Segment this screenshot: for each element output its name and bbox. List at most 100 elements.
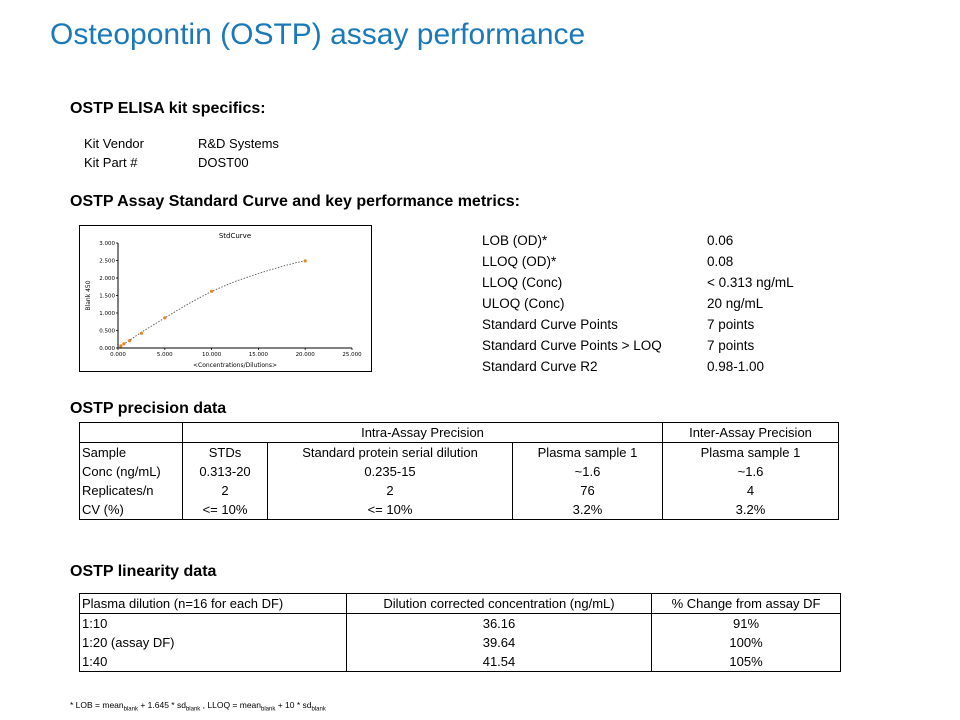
table-header-cell: Plasma dilution (n=16 for each DF) bbox=[79, 593, 347, 614]
footnote-text: , LLOQ = mean bbox=[200, 700, 262, 710]
table-cell: 1:40 bbox=[79, 652, 347, 672]
table-cell: 0.235-15 bbox=[267, 462, 513, 481]
table-row: 1:40 41.54 105% bbox=[79, 652, 841, 672]
table-header-cell: Sample bbox=[79, 442, 183, 462]
data-point bbox=[163, 316, 167, 320]
kit-value: R&D Systems bbox=[198, 136, 279, 151]
metric-value: 20 ng/mL bbox=[707, 296, 764, 311]
table-header-cell: Dilution corrected concentration (ng/mL) bbox=[346, 593, 652, 614]
table-cell: 76 bbox=[512, 481, 663, 500]
data-point bbox=[128, 339, 132, 343]
table-cell: 2 bbox=[267, 481, 513, 500]
precision-table: Intra-Assay Precision Inter-Assay Precis… bbox=[79, 422, 839, 520]
table-cell: 41.54 bbox=[346, 652, 652, 672]
x-axis-label: <Concentrations/Dilutions> bbox=[193, 362, 277, 369]
table-row: 1:20 (assay DF) 39.64 100% bbox=[79, 633, 841, 652]
metric-value: 0.06 bbox=[707, 233, 734, 248]
table-header-cell: Intra-Assay Precision bbox=[182, 422, 663, 443]
table-cell: Conc (ng/mL) bbox=[79, 462, 183, 481]
fit-curve bbox=[117, 260, 306, 349]
metric-key: ULOQ (Conc) bbox=[482, 296, 565, 311]
table-header-cell: Plasma sample 1 bbox=[512, 442, 663, 462]
table-cell: ~1.6 bbox=[662, 462, 839, 481]
kit-key: Kit Part # bbox=[84, 155, 138, 170]
table-cell: 91% bbox=[651, 613, 841, 633]
table-cell: 3.2% bbox=[512, 500, 663, 520]
metric-key: Standard Curve Points bbox=[482, 317, 618, 332]
table-header-cell: Standard protein serial dilution bbox=[267, 442, 513, 462]
kit-heading: OSTP ELISA kit specifics: bbox=[70, 100, 266, 117]
table-cell: Replicates/n bbox=[79, 481, 183, 500]
y-axis-label: Blank 450 bbox=[85, 280, 92, 310]
x-tick-label: 15.000 bbox=[249, 352, 269, 358]
table-cell: 0.313-20 bbox=[182, 462, 268, 481]
table-cell: CV (%) bbox=[79, 500, 183, 520]
x-tick-label: 10.000 bbox=[202, 352, 222, 358]
metric-key: LLOQ (OD)* bbox=[482, 254, 557, 269]
table-header-cell bbox=[79, 422, 183, 443]
metric-row: Standard Curve Points 7 points bbox=[482, 314, 794, 335]
data-point bbox=[119, 344, 123, 348]
metrics-list: LOB (OD)* 0.06 LLOQ (OD)* 0.08 LLOQ (Conc)… bbox=[482, 230, 794, 377]
y-tick-label: 1.000 bbox=[99, 311, 115, 317]
footnote-text: + 1.645 * sd bbox=[137, 700, 186, 710]
table-header-cell: STDs bbox=[182, 442, 268, 462]
metric-value: 0.08 bbox=[707, 254, 734, 269]
table-cell: 3.2% bbox=[662, 500, 839, 520]
footnote: * LOB = meanblank + 1.645 * sdblank , LL… bbox=[70, 700, 326, 713]
y-tick-label: 0.000 bbox=[99, 346, 115, 352]
y-tick-label: 2.000 bbox=[99, 276, 115, 282]
table-row: 1:10 36.16 91% bbox=[79, 613, 841, 633]
metric-row: LLOQ (Conc) < 0.313 ng/mL bbox=[482, 272, 794, 293]
y-tick-label: 3.000 bbox=[99, 241, 115, 247]
y-tick-label: 1.500 bbox=[99, 294, 115, 300]
table-header-cell: % Change from assay DF bbox=[651, 593, 841, 614]
table-cell: 4 bbox=[662, 481, 839, 500]
kit-row: Kit Vendor R&D Systems bbox=[84, 134, 279, 153]
table-header-cell: Plasma sample 1 bbox=[662, 442, 839, 462]
metric-value: 7 points bbox=[707, 338, 755, 353]
curve-heading: OSTP Assay Standard Curve and key perfor… bbox=[70, 193, 520, 210]
table-cell: 36.16 bbox=[346, 613, 652, 633]
table-cell: 1:10 bbox=[79, 613, 347, 633]
kit-specifics: Kit Vendor R&D Systems Kit Part # DOST00 bbox=[84, 134, 279, 172]
data-point bbox=[139, 331, 143, 335]
footnote-subscript: blank bbox=[311, 706, 326, 713]
x-tick-label: 20.000 bbox=[296, 352, 316, 358]
table-row: CV (%) <= 10% <= 10% 3.2% 3.2% bbox=[79, 500, 839, 520]
y-tick-label: 2.500 bbox=[99, 259, 115, 265]
standard-curve-chart: StdCurve 0.000 0.500 1.000 1.500 2.000 2.500 3.… bbox=[79, 225, 372, 372]
chart-title: StdCurve bbox=[219, 232, 251, 240]
metric-row: LLOQ (OD)* 0.08 bbox=[482, 251, 794, 272]
linearity-table: Plasma dilution (n=16 for each DF) Dilut… bbox=[79, 593, 841, 672]
metric-row: Standard Curve R2 0.98-1.00 bbox=[482, 356, 794, 377]
metric-row: ULOQ (Conc) 20 ng/mL bbox=[482, 293, 794, 314]
kit-row: Kit Part # DOST00 bbox=[84, 153, 279, 172]
metric-value: 0.98-1.00 bbox=[707, 359, 765, 374]
metric-key: Standard Curve Points > LOQ bbox=[482, 338, 662, 353]
linearity-heading: OSTP linearity data bbox=[70, 563, 217, 580]
footnote-text: + 10 * sd bbox=[275, 700, 312, 710]
metric-row: Standard Curve Points > LOQ 7 points bbox=[482, 335, 794, 356]
table-cell: <= 10% bbox=[182, 500, 268, 520]
metric-row: LOB (OD)* 0.06 bbox=[482, 230, 794, 251]
table-header-row: Intra-Assay Precision Inter-Assay Precis… bbox=[79, 422, 839, 443]
x-tick-label: 5.000 bbox=[157, 352, 173, 358]
table-cell: 1:20 (assay DF) bbox=[79, 633, 347, 652]
table-row: Replicates/n 2 2 76 4 bbox=[79, 481, 839, 500]
kit-key: Kit Vendor bbox=[84, 136, 144, 151]
footnote-subscript: blank bbox=[261, 706, 276, 713]
table-cell: 2 bbox=[182, 481, 268, 500]
metric-key: LLOQ (Conc) bbox=[482, 275, 563, 290]
metric-key: LOB (OD)* bbox=[482, 233, 548, 248]
metric-value: 7 points bbox=[707, 317, 755, 332]
table-cell: 105% bbox=[651, 652, 841, 672]
table-cell: ~1.6 bbox=[512, 462, 663, 481]
table-cell: 100% bbox=[651, 633, 841, 652]
data-point bbox=[122, 342, 126, 346]
page-title: Osteopontin (OSTP) assay performance bbox=[50, 18, 586, 51]
metric-value: < 0.313 ng/mL bbox=[707, 275, 794, 290]
chart-svg: StdCurve 0.000 0.500 1.000 1.500 2.000 2.500 3.… bbox=[85, 232, 362, 369]
table-header-row: Sample STDs Standard protein serial dilu… bbox=[79, 442, 839, 462]
x-tick-label: 0.000 bbox=[110, 352, 126, 358]
